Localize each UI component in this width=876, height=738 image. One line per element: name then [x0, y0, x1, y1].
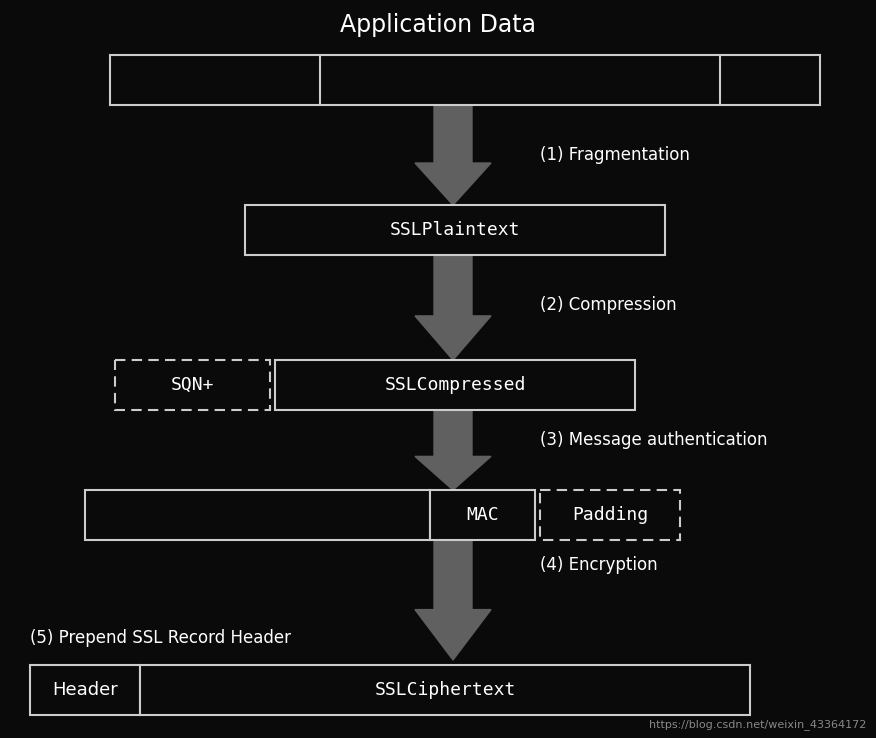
- Bar: [275, 360, 635, 410]
- Bar: [430, 490, 535, 540]
- Text: Application Data: Application Data: [340, 13, 536, 37]
- Text: Header: Header: [53, 681, 118, 699]
- Text: SQN+: SQN+: [171, 376, 215, 394]
- Text: (5) Prepend SSL Record Header: (5) Prepend SSL Record Header: [30, 629, 291, 647]
- Text: (3) Message authentication: (3) Message authentication: [540, 431, 767, 449]
- Bar: [30, 665, 140, 715]
- Polygon shape: [415, 540, 491, 660]
- Text: (2) Compression: (2) Compression: [540, 296, 676, 314]
- Bar: [140, 665, 750, 715]
- Polygon shape: [415, 255, 491, 360]
- Bar: [85, 490, 430, 540]
- Polygon shape: [415, 105, 491, 205]
- Bar: [115, 360, 270, 410]
- Bar: [110, 55, 820, 105]
- Text: (4) Encryption: (4) Encryption: [540, 556, 658, 574]
- Text: https://blog.csdn.net/weixin_43364172: https://blog.csdn.net/weixin_43364172: [648, 719, 866, 730]
- Polygon shape: [415, 410, 491, 490]
- Text: (1) Fragmentation: (1) Fragmentation: [540, 146, 690, 164]
- Text: SSLCiphertext: SSLCiphertext: [374, 681, 516, 699]
- Text: MAC: MAC: [466, 506, 498, 524]
- Bar: [540, 490, 680, 540]
- Text: Padding: Padding: [572, 506, 648, 524]
- Text: SSLCompressed: SSLCompressed: [385, 376, 526, 394]
- Bar: [245, 205, 665, 255]
- Text: SSLPlaintext: SSLPlaintext: [390, 221, 520, 239]
